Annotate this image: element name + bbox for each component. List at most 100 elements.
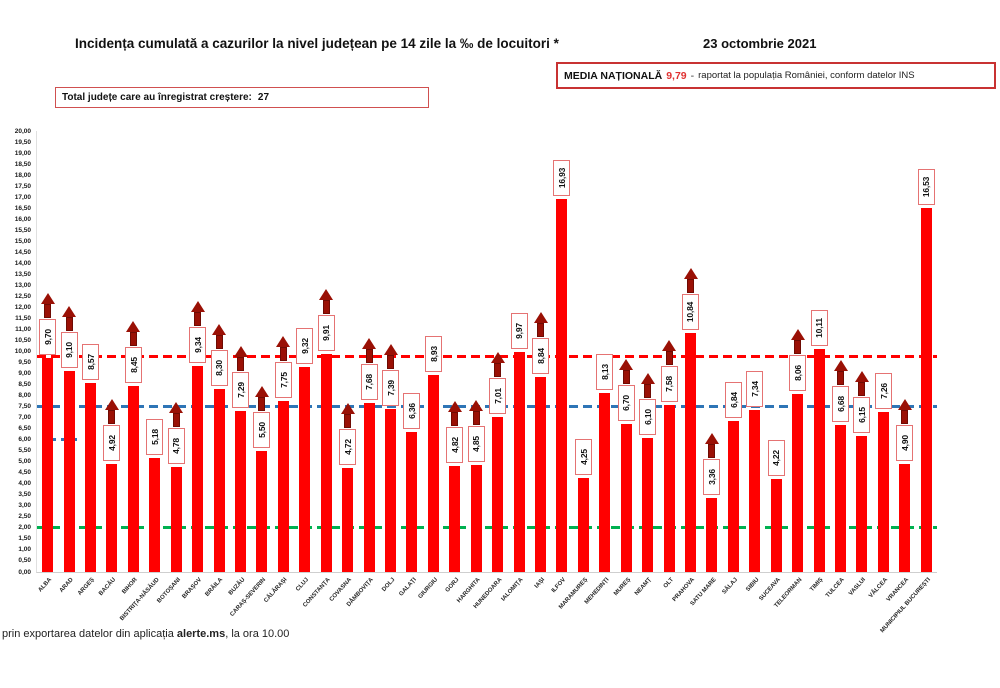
bar-value-label: 7,29 (232, 372, 250, 409)
bar (685, 332, 697, 572)
bar-value-text: 16,93 (556, 167, 567, 188)
bar-slot: 6,10 (637, 131, 658, 572)
bar-value-text: 10,84 (685, 301, 696, 323)
bar-slot: 4,72 (337, 131, 358, 572)
y-axis-tick: 14,50 (14, 248, 31, 256)
bar-value-text: 7,58 (664, 376, 675, 392)
y-axis-tick: 16,00 (14, 215, 31, 223)
bar-value-label: 6,15 (853, 397, 871, 434)
bar-value-text: 7,75 (278, 372, 289, 388)
increase-arrow-icon (104, 398, 119, 424)
bar-value-label: 7,68 (360, 363, 378, 400)
increase-arrow-icon (340, 402, 355, 428)
bar-value-label: 9,97 (510, 313, 528, 350)
y-axis-tick: 1,50 (18, 535, 31, 543)
chart-title: Incidența cumulată a cazurilor la nivel … (75, 36, 559, 51)
bar-slot: 7,39 (380, 131, 401, 572)
x-axis-label: ILFOV (551, 577, 568, 595)
y-axis-tick: 12,50 (14, 292, 31, 300)
bar (406, 431, 418, 572)
bar-value-label: 10,84 (682, 293, 700, 330)
bar (299, 366, 311, 572)
y-axis-tick: 3,00 (18, 502, 31, 510)
x-axis-label: GALAȚI (398, 577, 418, 598)
bar-value-text: 4,82 (449, 436, 460, 453)
bar (149, 457, 161, 572)
bar-value-text: 4,78 (171, 437, 182, 454)
export-note-app-name: alerte.ms (176, 628, 226, 640)
bar-value-text: 6,68 (835, 395, 846, 412)
increase-arrow-icon (233, 346, 248, 372)
increase-arrow-icon (276, 336, 291, 362)
bar (42, 358, 54, 572)
bar-value-text: 4,90 (899, 435, 910, 451)
bar-value-label: 4,92 (103, 424, 121, 461)
bar-value-text: 5,18 (149, 428, 160, 445)
x-axis-label: IALOMIȚA (500, 577, 525, 603)
national-average-value: 9,79 (666, 69, 687, 82)
bar-value-label: 16,53 (917, 168, 935, 205)
bar (213, 389, 225, 572)
bar-value-label: 4,85 (467, 426, 485, 463)
bar-value-label: 6,84 (724, 382, 742, 419)
y-axis-tick: 8,50 (18, 381, 31, 389)
bar-slot: 8,57 (80, 131, 101, 572)
increase-arrow-icon (704, 432, 719, 458)
bar-value-text: 6,84 (728, 392, 739, 409)
export-note-time: , la ora 10.00 (225, 628, 290, 640)
bar-value-text: 9,10 (64, 342, 75, 359)
bar-value-text: 7,29 (235, 382, 246, 399)
national-average-separator: - (690, 69, 695, 82)
bar (663, 404, 675, 572)
bar-value-label: 8,30 (210, 350, 228, 386)
y-axis-tick: 7,00 (18, 414, 31, 422)
y-axis-tick: 6,00 (18, 436, 31, 444)
bar-value-label: 8,06 (789, 355, 807, 392)
y-axis-tick: 13,50 (14, 270, 31, 278)
bar-value-label: 9,34 (189, 327, 207, 364)
bar-value-text: 4,72 (342, 439, 353, 455)
x-axis-label: GIURGIU (417, 577, 439, 601)
bar (792, 394, 804, 572)
y-axis-tick: 11,50 (15, 314, 31, 322)
bar-value-label: 9,32 (296, 327, 314, 364)
bar (599, 392, 611, 572)
bar-value-label: 7,75 (274, 362, 292, 399)
y-axis-tick: 4,00 (18, 480, 31, 488)
bar-slot: 9,10 (58, 131, 79, 572)
bar-slot: 8,93 (423, 131, 444, 572)
bar-value-label: 9,70 (39, 319, 57, 356)
bar (577, 478, 589, 572)
bar (770, 478, 782, 572)
bar-value-text: 8,84 (535, 348, 546, 364)
bar-value-label: 8,57 (82, 344, 100, 381)
increase-arrow-icon (490, 352, 505, 378)
bar-slot: 4,82 (444, 131, 465, 572)
x-axis-label: ALBA (37, 577, 54, 594)
bar-value-text: 3,36 (706, 469, 717, 485)
x-axis-label: VASLUI (848, 577, 868, 598)
bar (85, 383, 97, 572)
bar (835, 424, 847, 572)
bar-slot: 8,06 (787, 131, 808, 572)
bar-value-text: 8,57 (85, 354, 96, 370)
bar-value-label: 5,18 (146, 418, 164, 455)
y-axis-tick: 15,00 (14, 237, 31, 245)
x-axis-label: NEAMȚ (634, 577, 654, 597)
bar-chart-plot-area: 9,70 9,10 8,57 4,92 8,45 5,18 4,78 9,34 8,30 7,29… (36, 131, 937, 573)
bar-value-text: 6,70 (621, 395, 632, 412)
y-axis-tick: 14,00 (14, 259, 31, 267)
reference-line-prag-verde (37, 526, 937, 530)
bar-value-label: 3,36 (703, 458, 721, 495)
bar-slot: 8,45 (123, 131, 144, 572)
bar (642, 437, 654, 572)
bar-value-label: 8,45 (124, 346, 142, 383)
y-axis: 20,00 19,50 19,00 18,50 18,00 17,50 17,00 16,50… (0, 128, 31, 576)
bar-slot: 10,11 (808, 131, 829, 572)
national-average-label: MEDIA NAȚIONALĂ (564, 69, 663, 82)
bar-slot: 8,84 (530, 131, 551, 572)
bar (449, 465, 461, 572)
bar (749, 410, 761, 572)
bar-slot: 6,84 (723, 131, 744, 572)
counties-increase-value: 27 (257, 92, 270, 103)
